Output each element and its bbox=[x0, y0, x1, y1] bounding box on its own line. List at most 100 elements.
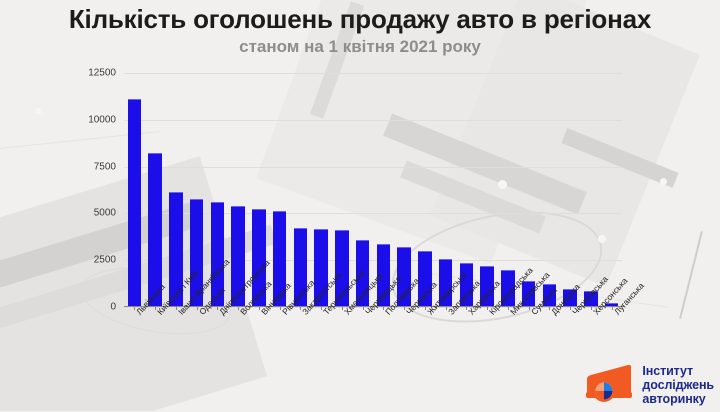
bar-slot bbox=[415, 73, 436, 307]
bar-slot bbox=[581, 73, 602, 307]
gridline bbox=[124, 166, 622, 168]
x-axis-line bbox=[124, 306, 624, 307]
bar-slot bbox=[373, 73, 394, 307]
chart-subtitle: станом на 1 квітня 2021 року bbox=[239, 37, 481, 57]
logo-text: Інститут досліджень авторинку bbox=[642, 364, 714, 406]
x-axis: Львівська Київська і Київ Івано-Франківськ… bbox=[124, 257, 645, 380]
x-axis-tick bbox=[383, 306, 385, 310]
bar[interactable] bbox=[563, 289, 577, 307]
bar[interactable] bbox=[293, 228, 307, 307]
bar-slot bbox=[539, 73, 560, 307]
bar-slot bbox=[186, 73, 207, 307]
bar-slot bbox=[477, 73, 498, 307]
x-axis-tick bbox=[445, 306, 447, 310]
bar[interactable] bbox=[189, 199, 204, 307]
watermark-needle bbox=[679, 231, 703, 319]
bar[interactable] bbox=[501, 270, 515, 307]
x-axis-tick bbox=[258, 306, 260, 310]
x-axis-tick bbox=[549, 306, 551, 310]
watermark-dot bbox=[36, 108, 42, 114]
bar[interactable] bbox=[376, 244, 390, 307]
bar[interactable] bbox=[335, 230, 349, 307]
x-axis-tick bbox=[362, 306, 364, 310]
gridline bbox=[124, 260, 622, 262]
bar-slot bbox=[166, 73, 187, 307]
y-axis-tick-label: 5000 bbox=[93, 207, 116, 219]
bar[interactable] bbox=[604, 303, 619, 307]
watermark-dot bbox=[498, 180, 507, 189]
bar-slot bbox=[394, 73, 415, 307]
logo-line-1: Інститут bbox=[642, 364, 694, 378]
x-axis-tick bbox=[466, 306, 468, 310]
bar[interactable] bbox=[355, 239, 370, 307]
bar-slot bbox=[228, 73, 249, 307]
bar[interactable] bbox=[584, 291, 598, 307]
bar[interactable] bbox=[127, 99, 141, 307]
bar[interactable] bbox=[397, 247, 411, 307]
y-axis-tick-label: 12500 bbox=[88, 67, 116, 79]
bar-slot bbox=[311, 73, 332, 307]
bar[interactable] bbox=[480, 265, 494, 307]
bar[interactable] bbox=[210, 202, 224, 307]
gridline bbox=[124, 119, 622, 121]
x-axis-tick bbox=[155, 306, 157, 310]
bar-slot bbox=[145, 73, 166, 307]
bar[interactable] bbox=[418, 250, 432, 307]
x-axis-tick bbox=[175, 306, 177, 310]
x-axis-tick bbox=[134, 306, 136, 310]
page-title: Кількість оголошень продажу авто в регіо… bbox=[68, 4, 652, 34]
bar[interactable] bbox=[169, 191, 183, 307]
bar[interactable] bbox=[231, 205, 245, 307]
watermark-dot bbox=[598, 235, 606, 243]
y-axis-tick-label: 7500 bbox=[93, 161, 116, 173]
x-axis-tick bbox=[341, 306, 343, 310]
x-axis-tick bbox=[238, 306, 240, 310]
x-axis-tick bbox=[590, 306, 592, 310]
bar[interactable] bbox=[438, 259, 453, 307]
bar-slot bbox=[269, 73, 290, 307]
logo-line-2: досліджень bbox=[642, 378, 714, 392]
bar[interactable] bbox=[542, 284, 556, 307]
x-axis-tick bbox=[404, 306, 406, 310]
x-axis-tick bbox=[507, 306, 509, 310]
plot-area bbox=[124, 73, 622, 308]
bar-slot bbox=[249, 73, 270, 307]
bar-slot bbox=[124, 73, 145, 307]
bar-slot bbox=[435, 73, 456, 307]
bar[interactable] bbox=[272, 210, 287, 307]
x-axis-tick bbox=[487, 306, 489, 310]
y-axis-tick-label: 0 bbox=[110, 301, 116, 313]
x-axis-tick bbox=[528, 306, 530, 310]
bar[interactable] bbox=[521, 280, 536, 307]
gridline bbox=[124, 73, 622, 74]
x-axis-tick bbox=[217, 306, 219, 310]
logo[interactable]: Інститут досліджень авторинку bbox=[584, 363, 714, 407]
x-axis-tick bbox=[570, 306, 572, 310]
chart-header: Кількість оголошень продажу авто в регіо… bbox=[0, 0, 720, 56]
y-axis-tick-label: 2500 bbox=[93, 254, 116, 266]
bar-slot bbox=[207, 73, 228, 307]
bar-slot bbox=[560, 73, 581, 307]
bar[interactable] bbox=[252, 208, 266, 307]
bar[interactable] bbox=[314, 229, 328, 307]
watermark-dot bbox=[104, 160, 111, 167]
x-axis-tick bbox=[321, 306, 323, 310]
bar-slot bbox=[456, 73, 477, 307]
x-axis-tick bbox=[279, 306, 281, 310]
gridline bbox=[124, 307, 622, 308]
bar-slot bbox=[498, 73, 519, 307]
bar-series bbox=[124, 73, 622, 307]
bar-slot bbox=[518, 73, 539, 307]
bar[interactable] bbox=[459, 262, 473, 307]
bar-slot bbox=[332, 73, 353, 307]
bar-slot bbox=[601, 73, 622, 307]
watermark-dot bbox=[660, 178, 667, 185]
y-axis-tick-label: 10000 bbox=[88, 114, 116, 126]
x-axis-tick bbox=[611, 306, 613, 310]
x-axis-tick bbox=[196, 306, 198, 310]
bar[interactable] bbox=[148, 152, 162, 307]
logo-line-3: авторинку bbox=[642, 392, 706, 406]
x-axis-tick bbox=[424, 306, 426, 310]
bar-slot bbox=[290, 73, 311, 307]
